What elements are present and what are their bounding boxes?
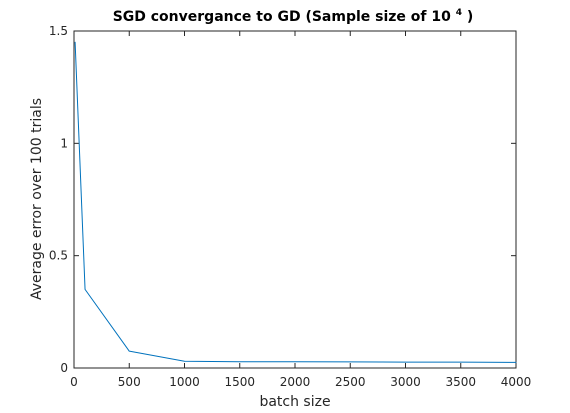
x-tick-label: 1000 (169, 375, 200, 389)
plot-series (74, 41, 517, 363)
data-point (460, 362, 461, 363)
y-tick-label: 1 (60, 136, 68, 150)
x-tick-label: 3500 (445, 375, 476, 389)
data-point (405, 362, 406, 363)
y-tick-label: 0.5 (49, 249, 68, 263)
y-tick-label: 1.5 (49, 24, 68, 38)
y-tick-label: 0 (60, 361, 68, 375)
data-point (350, 361, 351, 362)
chart-title-superscript: 4 (456, 8, 462, 18)
y-axis-label: Average error over 100 trials (29, 98, 45, 300)
series-line (74, 41, 517, 363)
axis-ticks (73, 30, 517, 369)
x-axis-label: batch size (259, 394, 330, 410)
data-point (239, 361, 240, 362)
data-point (129, 351, 130, 352)
x-tick-label: 4000 (501, 375, 532, 389)
tick-labels: 0 500 1000 1500 2000 2500 3000 3500 4000 0 0.5 1 1.5 (49, 24, 531, 389)
chart-title-main: SGD convergance to GD (Sample size of 10 (113, 9, 451, 25)
axes (73, 30, 517, 369)
x-tick-label: 0 (70, 375, 78, 389)
chart-title: SGD convergance to GD (Sample size of 10… (113, 3, 474, 25)
x-tick-label: 2500 (335, 375, 366, 389)
data-point (294, 361, 295, 362)
data-point (515, 362, 516, 363)
x-tick-label: 1500 (224, 375, 255, 389)
data-point (184, 361, 185, 362)
x-tick-label: 500 (118, 375, 141, 389)
chart-title-suffix: ) (467, 9, 473, 25)
plot-frame (73, 30, 517, 369)
data-point (75, 42, 76, 43)
x-tick-label: 3000 (390, 375, 421, 389)
x-tick-label: 2000 (280, 375, 311, 389)
data-point (84, 289, 85, 290)
